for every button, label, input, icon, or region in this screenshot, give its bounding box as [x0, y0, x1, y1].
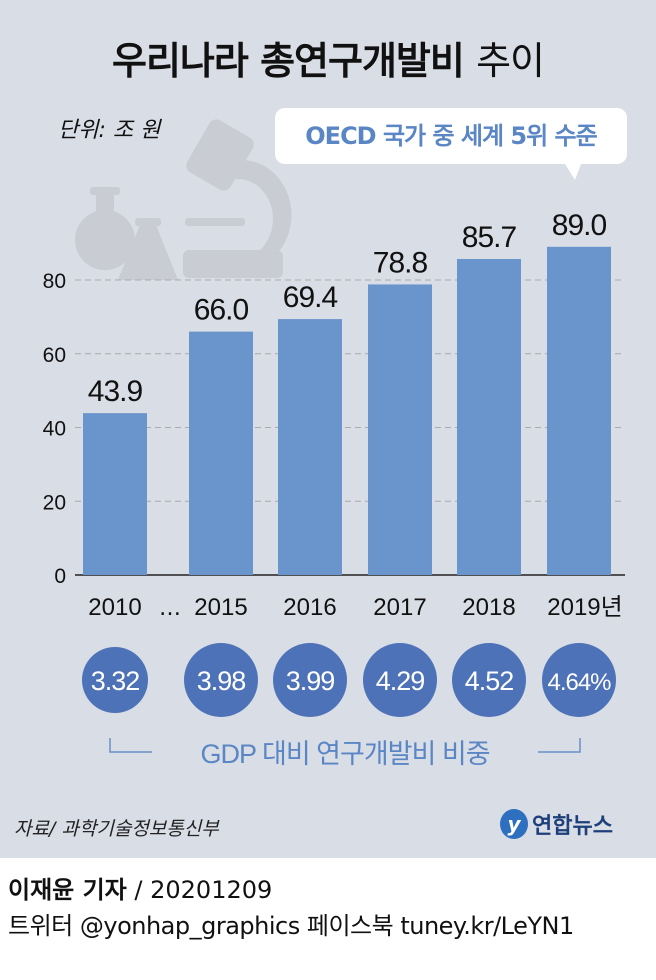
- bar-2010: [83, 413, 147, 575]
- gdp-ratio-circle: [542, 643, 616, 717]
- gdp-ratio-value: 4.64%: [547, 669, 611, 696]
- gdp-ratio-circle: [82, 647, 148, 713]
- x-tick-label: 2010: [88, 594, 141, 621]
- date: / 20201209: [126, 876, 273, 904]
- x-tick-label: 2015: [194, 594, 247, 621]
- y-tick-label: 20: [43, 491, 66, 514]
- bar-value-label: 43.9: [88, 375, 143, 408]
- bar-value-label: 66.0: [194, 294, 249, 327]
- y-tick-label: 80: [43, 270, 66, 293]
- gdp-bracket: [109, 738, 581, 753]
- byline: 이재윤 기자 / 20201209: [8, 870, 272, 905]
- x-tick-label: 2016: [283, 594, 336, 621]
- gdp-ratio-label: GDP 대비 연구개발비 비중: [200, 739, 489, 769]
- source-label: 자료/ 과학기술정보통신부: [14, 818, 219, 840]
- chart-title: 우리나라 총연구개발비 추이: [0, 30, 656, 85]
- bar-value-label: 69.4: [283, 281, 338, 314]
- bar-chart: 0 20 40 60 80 43.9 2010 3.32 66.0 2015 3.98 69.4 20…: [43, 119, 625, 769]
- bar-value-label: 89.0: [552, 209, 607, 242]
- logo-text: 연합뉴스: [532, 814, 613, 839]
- x-tick-label: 2019년: [547, 594, 622, 621]
- callout-oecd-rank: OECD 국가 중 세계 5위 수준: [275, 108, 627, 180]
- bar-2018: [457, 258, 521, 575]
- gdp-ratio-value: 3.99: [286, 666, 335, 696]
- bar-2019년: [547, 246, 611, 575]
- gdp-ratio-circle: [363, 643, 437, 717]
- bar-2017: [368, 284, 432, 575]
- gdp-ratio-value: 4.52: [465, 666, 514, 696]
- x-tick-label: 2018: [462, 594, 515, 621]
- bar-value-label: 78.8: [373, 246, 428, 279]
- title-main: 우리나라 총연구개발비: [112, 39, 465, 83]
- unit-label: 단위: 조 원: [58, 118, 161, 143]
- yonhap-logo: y 연합뉴스: [500, 808, 613, 840]
- gdp-ratio-value: 4.29: [376, 666, 425, 696]
- lab-equipment-icon: [75, 119, 292, 280]
- yonhap-logo-icon: y: [500, 809, 528, 839]
- gdp-ratio-circle: [452, 643, 526, 717]
- x-tick-label: 2017: [373, 594, 426, 621]
- y-tick-label: 40: [43, 418, 66, 441]
- y-tick-label: 60: [43, 344, 66, 367]
- bar-2015: [189, 331, 253, 575]
- bar-value-label: 85.7: [462, 221, 517, 254]
- axis-gap-marker: …: [159, 596, 181, 621]
- social-links: 트위터 @yonhap_graphics 페이스북 tuney.kr/LeYN1: [8, 912, 574, 940]
- gdp-ratio-value: 3.32: [91, 666, 140, 696]
- gdp-ratio-circle: [273, 643, 347, 717]
- bar-2016: [278, 319, 342, 575]
- y-tick-label: 0: [54, 565, 66, 588]
- title-suffix: 추이: [476, 39, 545, 83]
- reporter: 이재윤 기자: [8, 876, 127, 904]
- gdp-ratio-value: 3.98: [197, 666, 246, 696]
- gdp-ratio-circle: [184, 643, 258, 717]
